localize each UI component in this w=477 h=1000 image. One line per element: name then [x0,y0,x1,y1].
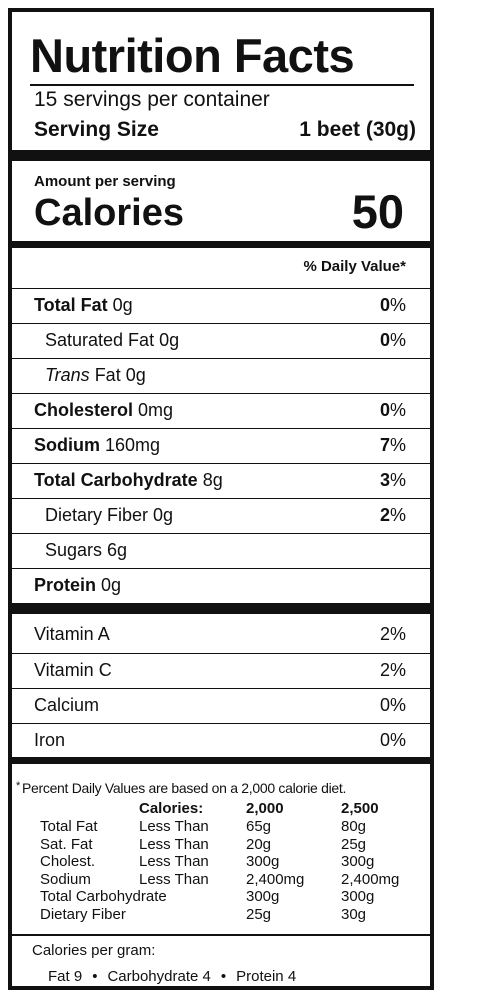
reference-cell-v2: 2,400mg [341,870,400,888]
thick-divider-2 [12,603,430,614]
reference-cell-v2: 25g [341,835,367,853]
amount-per-serving: Amount per serving [34,173,176,190]
col-2500-header: 2,500 [341,800,379,817]
daily-value-percent: 7% [379,435,406,455]
title-rule [30,84,414,86]
nutrient-row: Protein 0g [12,568,430,603]
vitamin-row: Iron 0% [12,723,430,758]
vitamin-row: Calcium 0% [12,688,430,723]
vitamin-percent: 0% [379,730,406,750]
serving-size-value: 1 beet (30g) [299,118,416,141]
reference-cell-name: Total Fat [40,818,98,835]
daily-value-percent: 0% [379,295,406,315]
reference-cell-name: Dietary Fiber [40,905,126,923]
fat-per-gram: Fat 9 [48,968,83,985]
medium-divider [12,241,430,248]
daily-value-footnote: * Percent Daily Values are based on a 2,0… [16,780,347,796]
vitamin-percent: 2% [379,660,406,680]
daily-value-percent: 2% [379,505,406,525]
reference-cell-v1: 25g [246,905,272,923]
reference-cell-name: Sodium [40,870,91,888]
calories-label: Calories [34,192,184,234]
nutrient-row: Total Carbohydrate 8g 3% [12,463,430,498]
reference-cell-v1: 20g [246,835,272,853]
label-title: Nutrition Facts [30,29,355,82]
vitamin-name: Iron [34,730,66,750]
bullet: • [220,968,227,985]
calories-per-gram-values: Fat 9 • Carbohydrate 4 • Protein 4 [48,968,296,985]
nutrient-row: Total Fat 0g 0% [12,288,430,323]
daily-value-percent: 0% [379,330,406,350]
nutrient-row: Trans Fat 0g [12,358,430,393]
reference-cell-v2: 80g [341,818,367,835]
vitamin-name: Vitamin C [34,660,112,680]
daily-value-percent: 0% [379,400,406,420]
nutrition-label: Nutrition Facts 15 servings per containe… [8,8,434,990]
nutrient-name: Saturated Fat 0g [45,330,180,350]
serving-size-label: Serving Size [34,118,159,141]
nutrient-row: Cholesterol 0mg 0% [12,393,430,428]
bullet: • [92,968,98,985]
reference-cell-v1: 300g [246,888,280,905]
nutrient-name: Dietary Fiber 0g [45,505,174,525]
nutrient-row: Sugars 6g [12,533,430,568]
nutrient-name: Protein 0g [34,575,122,595]
thick-divider [12,150,430,161]
reference-cell-v2: 300g [341,853,375,870]
reference-cell-v2: 30g [341,905,367,923]
reference-cell-qual: Less Than [139,870,209,888]
col-2000-header: 2,000 [246,800,284,817]
medium-divider-2 [12,757,430,764]
carb-per-gram: Carbohydrate 4 [107,968,211,985]
daily-value-header: % Daily Value* [303,258,406,275]
nutrient-name: Total Fat 0g [34,295,133,315]
calories-value: 50 [351,185,404,238]
vitamin-name: Calcium [34,695,100,715]
reference-cell-qual: Less Than [139,818,209,835]
reference-cell-v2: 300g [341,888,375,905]
thin-divider [12,934,430,936]
vitamin-row: Vitamin C 2% [12,653,430,688]
nutrient-name: Total Carbohydrate 8g [34,470,223,490]
protein-per-gram: Protein 4 [236,968,297,985]
reference-cell-name: Sat. Fat [40,835,93,853]
nutrient-row: Dietary Fiber 0g 2% [12,498,430,533]
nutrient-row: Sodium 160mg 7% [12,428,430,463]
nutrient-name: Cholesterol 0mg [34,400,174,420]
daily-value-percent: 3% [379,470,406,490]
vitamin-name: Vitamin A [34,624,110,644]
calories-per-gram-label: Calories per gram: [32,942,156,959]
reference-cell-name: Cholest. [40,853,96,870]
reference-cell-qual: Less Than [139,835,209,853]
vitamin-percent: 2% [379,624,406,644]
nutrient-name: Trans Fat 0g [45,365,146,385]
servings-per-container: 15 servings per container [34,88,270,111]
vitamin-percent: 0% [379,695,406,715]
reference-cell-v1: 300g [246,853,280,870]
reference-cell-qual: Less Than [139,853,209,870]
nutrient-name: Sodium 160mg [34,435,161,455]
reference-cell-name: Total Carbohydrate [40,888,167,905]
vitamin-row: Vitamin A 2% [12,618,430,653]
calories-col-header: Calories: [139,800,204,817]
reference-cell-v1: 2,400mg [246,870,305,888]
nutrient-name: Sugars 6g [45,540,128,560]
reference-cell-v1: 65g [246,818,272,835]
nutrient-row: Saturated Fat 0g 0% [12,323,430,358]
